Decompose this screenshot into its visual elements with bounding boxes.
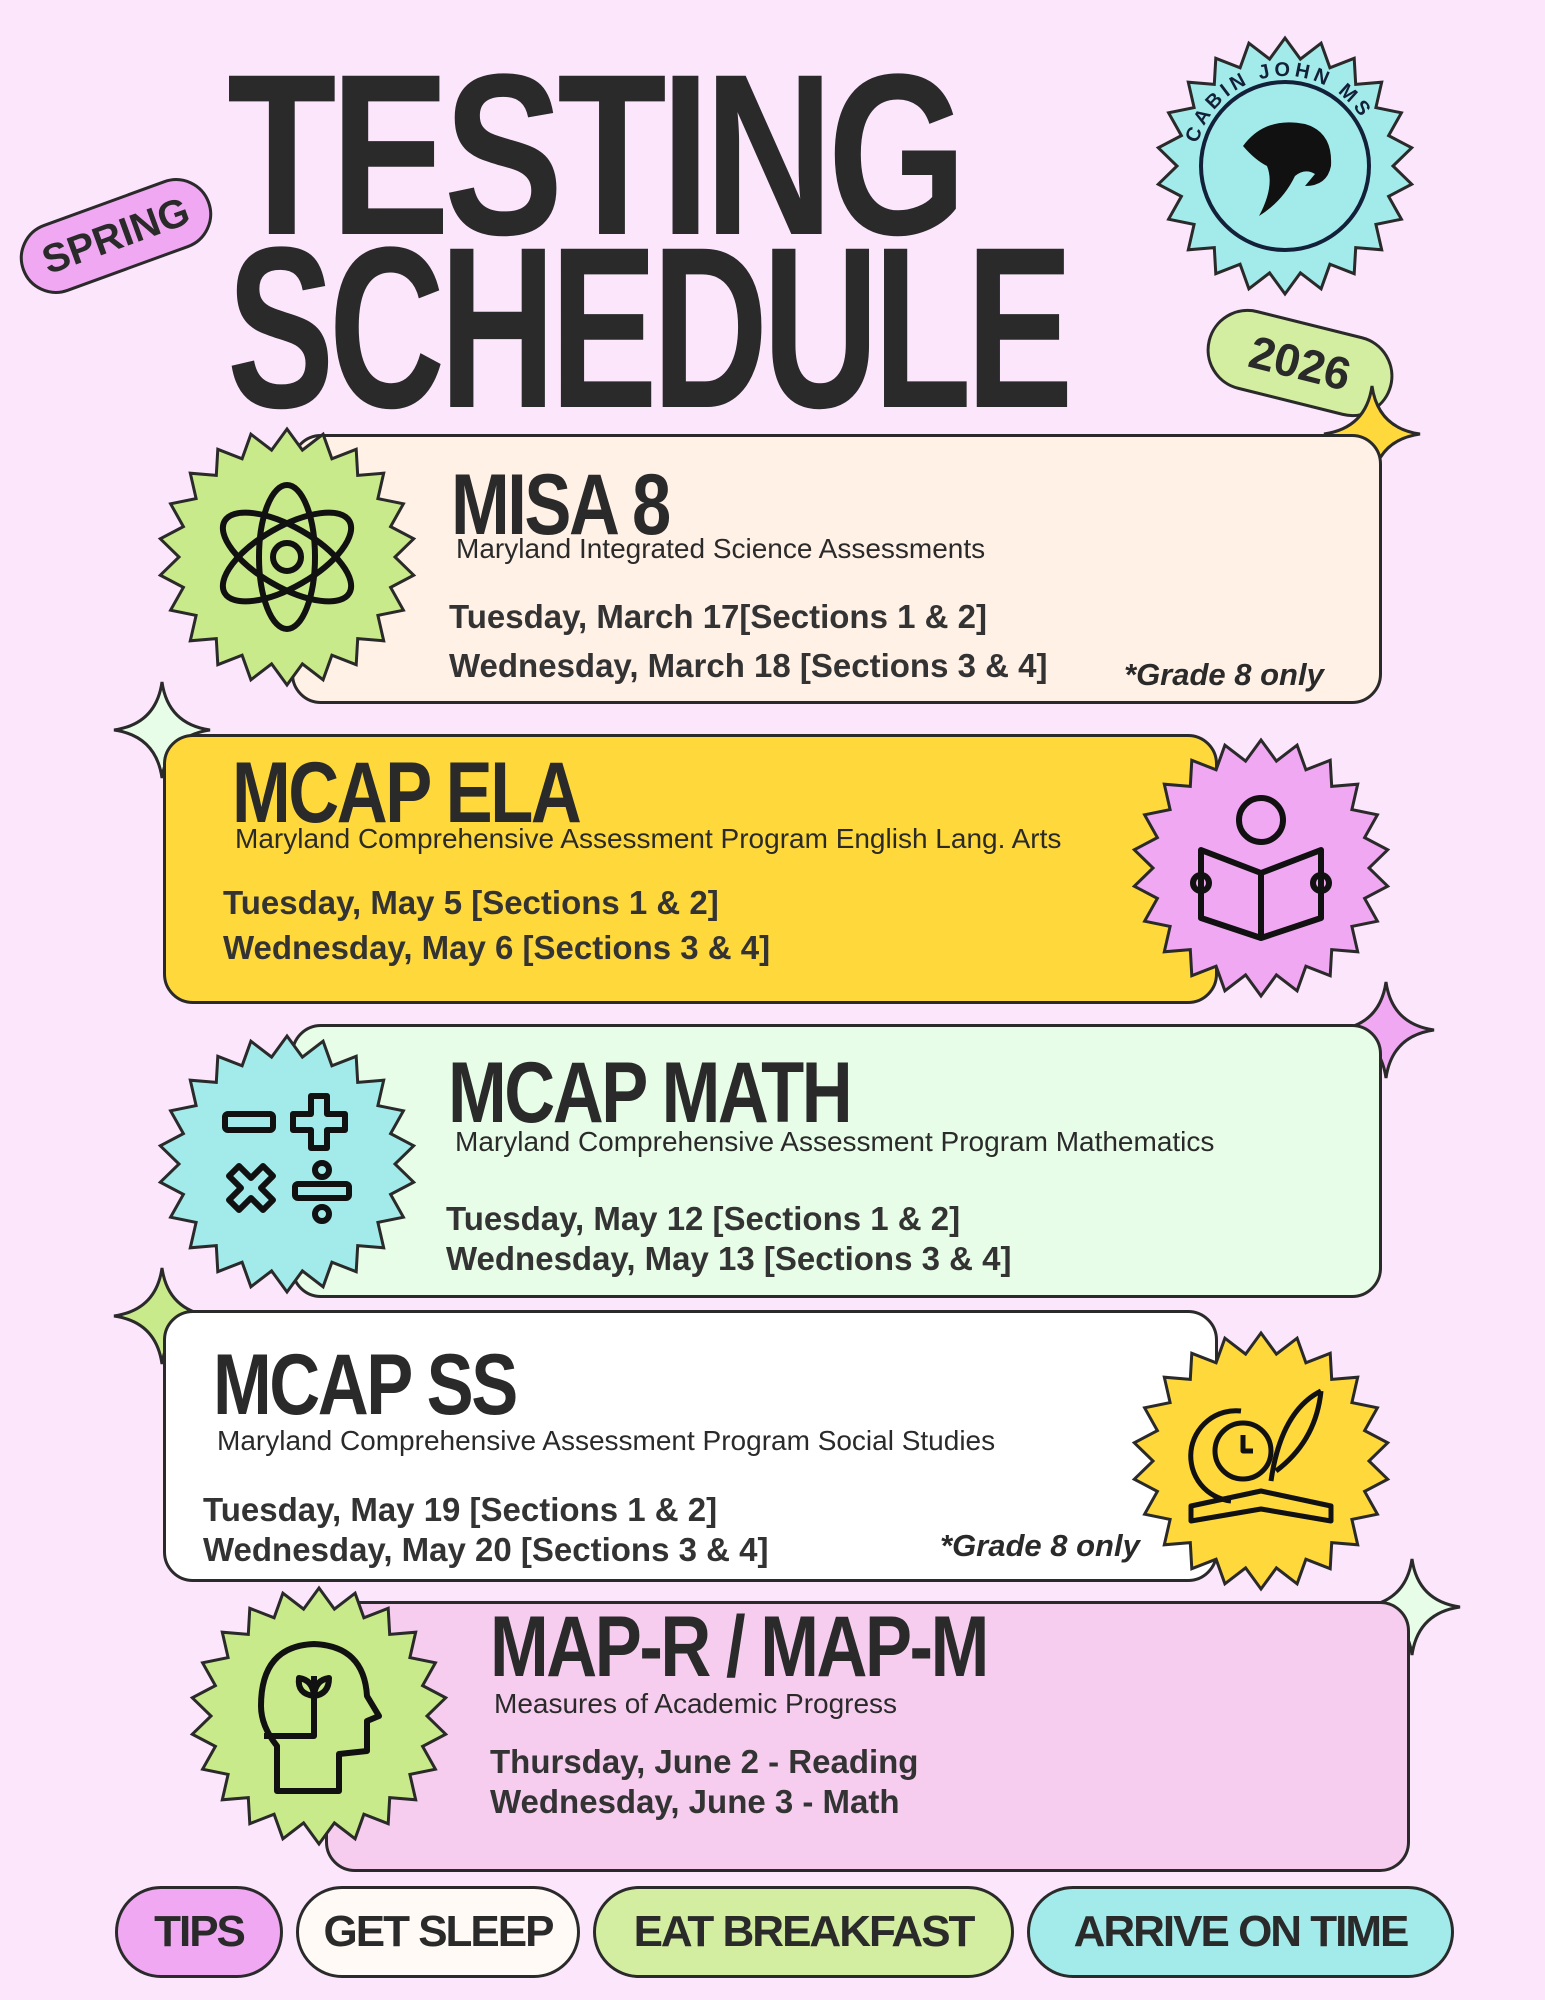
test-subtitle: Measures of Academic Progress [494,1688,898,1719]
ela-badge [1131,737,1391,999]
tip-get-sleep: GET SLEEP [296,1886,580,1978]
test-date: Wednesday, May 13 [Sections 3 & 4] [446,1240,1012,1277]
sparkle-icon [113,681,211,779]
ss-badge [1131,1330,1391,1592]
reader-icon [1190,795,1332,941]
history-book-quill-icon [1188,1388,1334,1524]
tip-arrive-on-time: ARRIVE ON TIME [1027,1886,1454,1978]
test-card-ela [163,734,1218,1004]
title-schedule: SCHEDULE [227,199,1073,456]
tip-label: ARRIVE ON TIME [1073,1907,1410,1956]
spring-badge: SPRING [9,167,223,305]
test-subtitle: Maryland Comprehensive Assessment Progra… [235,823,1062,854]
test-title: MISA 8 [451,457,671,553]
tip-label: TIPS [154,1907,246,1956]
spring-label: SPRING [36,188,196,283]
tip-label: EAT BREAKFAST [633,1907,976,1956]
misa-badge [157,426,417,688]
head-growth-icon [258,1641,382,1794]
test-date: Tuesday, March 17[Sections 1 & 2] [449,598,987,635]
tip-tips: TIPS [115,1886,283,1978]
test-subtitle: Maryland Comprehensive Assessment Progra… [217,1425,996,1456]
test-title: MCAP ELA [232,745,582,841]
test-date: Tuesday, May 5 [Sections 1 & 2] [223,884,719,921]
sparkle-icon [1363,1558,1461,1656]
test-title: MCAP SS [213,1337,518,1433]
test-title: MCAP MATH [448,1045,853,1141]
math-badge [157,1033,417,1295]
test-date: Wednesday, June 3 - Math [490,1783,900,1820]
school-seal: CABIN JOHN MS [1155,35,1415,297]
test-title: MAP-R / MAP-M [490,1599,989,1695]
test-date: Wednesday, March 18 [Sections 3 & 4] [449,647,1048,684]
test-subtitle: Maryland Integrated Science Assessments [456,533,986,564]
map-badge [189,1585,449,1847]
cougar-head-icon [1243,122,1332,216]
test-date: Wednesday, May 6 [Sections 3 & 4] [223,929,771,966]
math-operators-icon [222,1093,352,1224]
tip-eat-breakfast: EAT BREAKFAST [593,1886,1014,1978]
atom-icon [219,482,355,632]
sparkle-icon [113,1267,211,1365]
test-date: Tuesday, May 12 [Sections 1 & 2] [446,1200,961,1237]
grade-note: *Grade 8 only [940,1528,1140,1563]
title-testing: TESTING [227,26,967,283]
test-date: Wednesday, May 20 [Sections 3 & 4] [203,1531,769,1568]
test-card-ss [163,1310,1218,1582]
test-subtitle: Maryland Comprehensive Assessment Progra… [455,1126,1215,1157]
test-date: Thursday, June 2 - Reading [490,1743,919,1780]
sparkle-icon [1337,981,1435,1079]
tip-label: GET SLEEP [323,1907,555,1956]
test-date: Tuesday, May 19 [Sections 1 & 2] [203,1491,718,1528]
test-card-math [291,1024,1382,1298]
grade-note: *Grade 8 only [1124,657,1324,692]
